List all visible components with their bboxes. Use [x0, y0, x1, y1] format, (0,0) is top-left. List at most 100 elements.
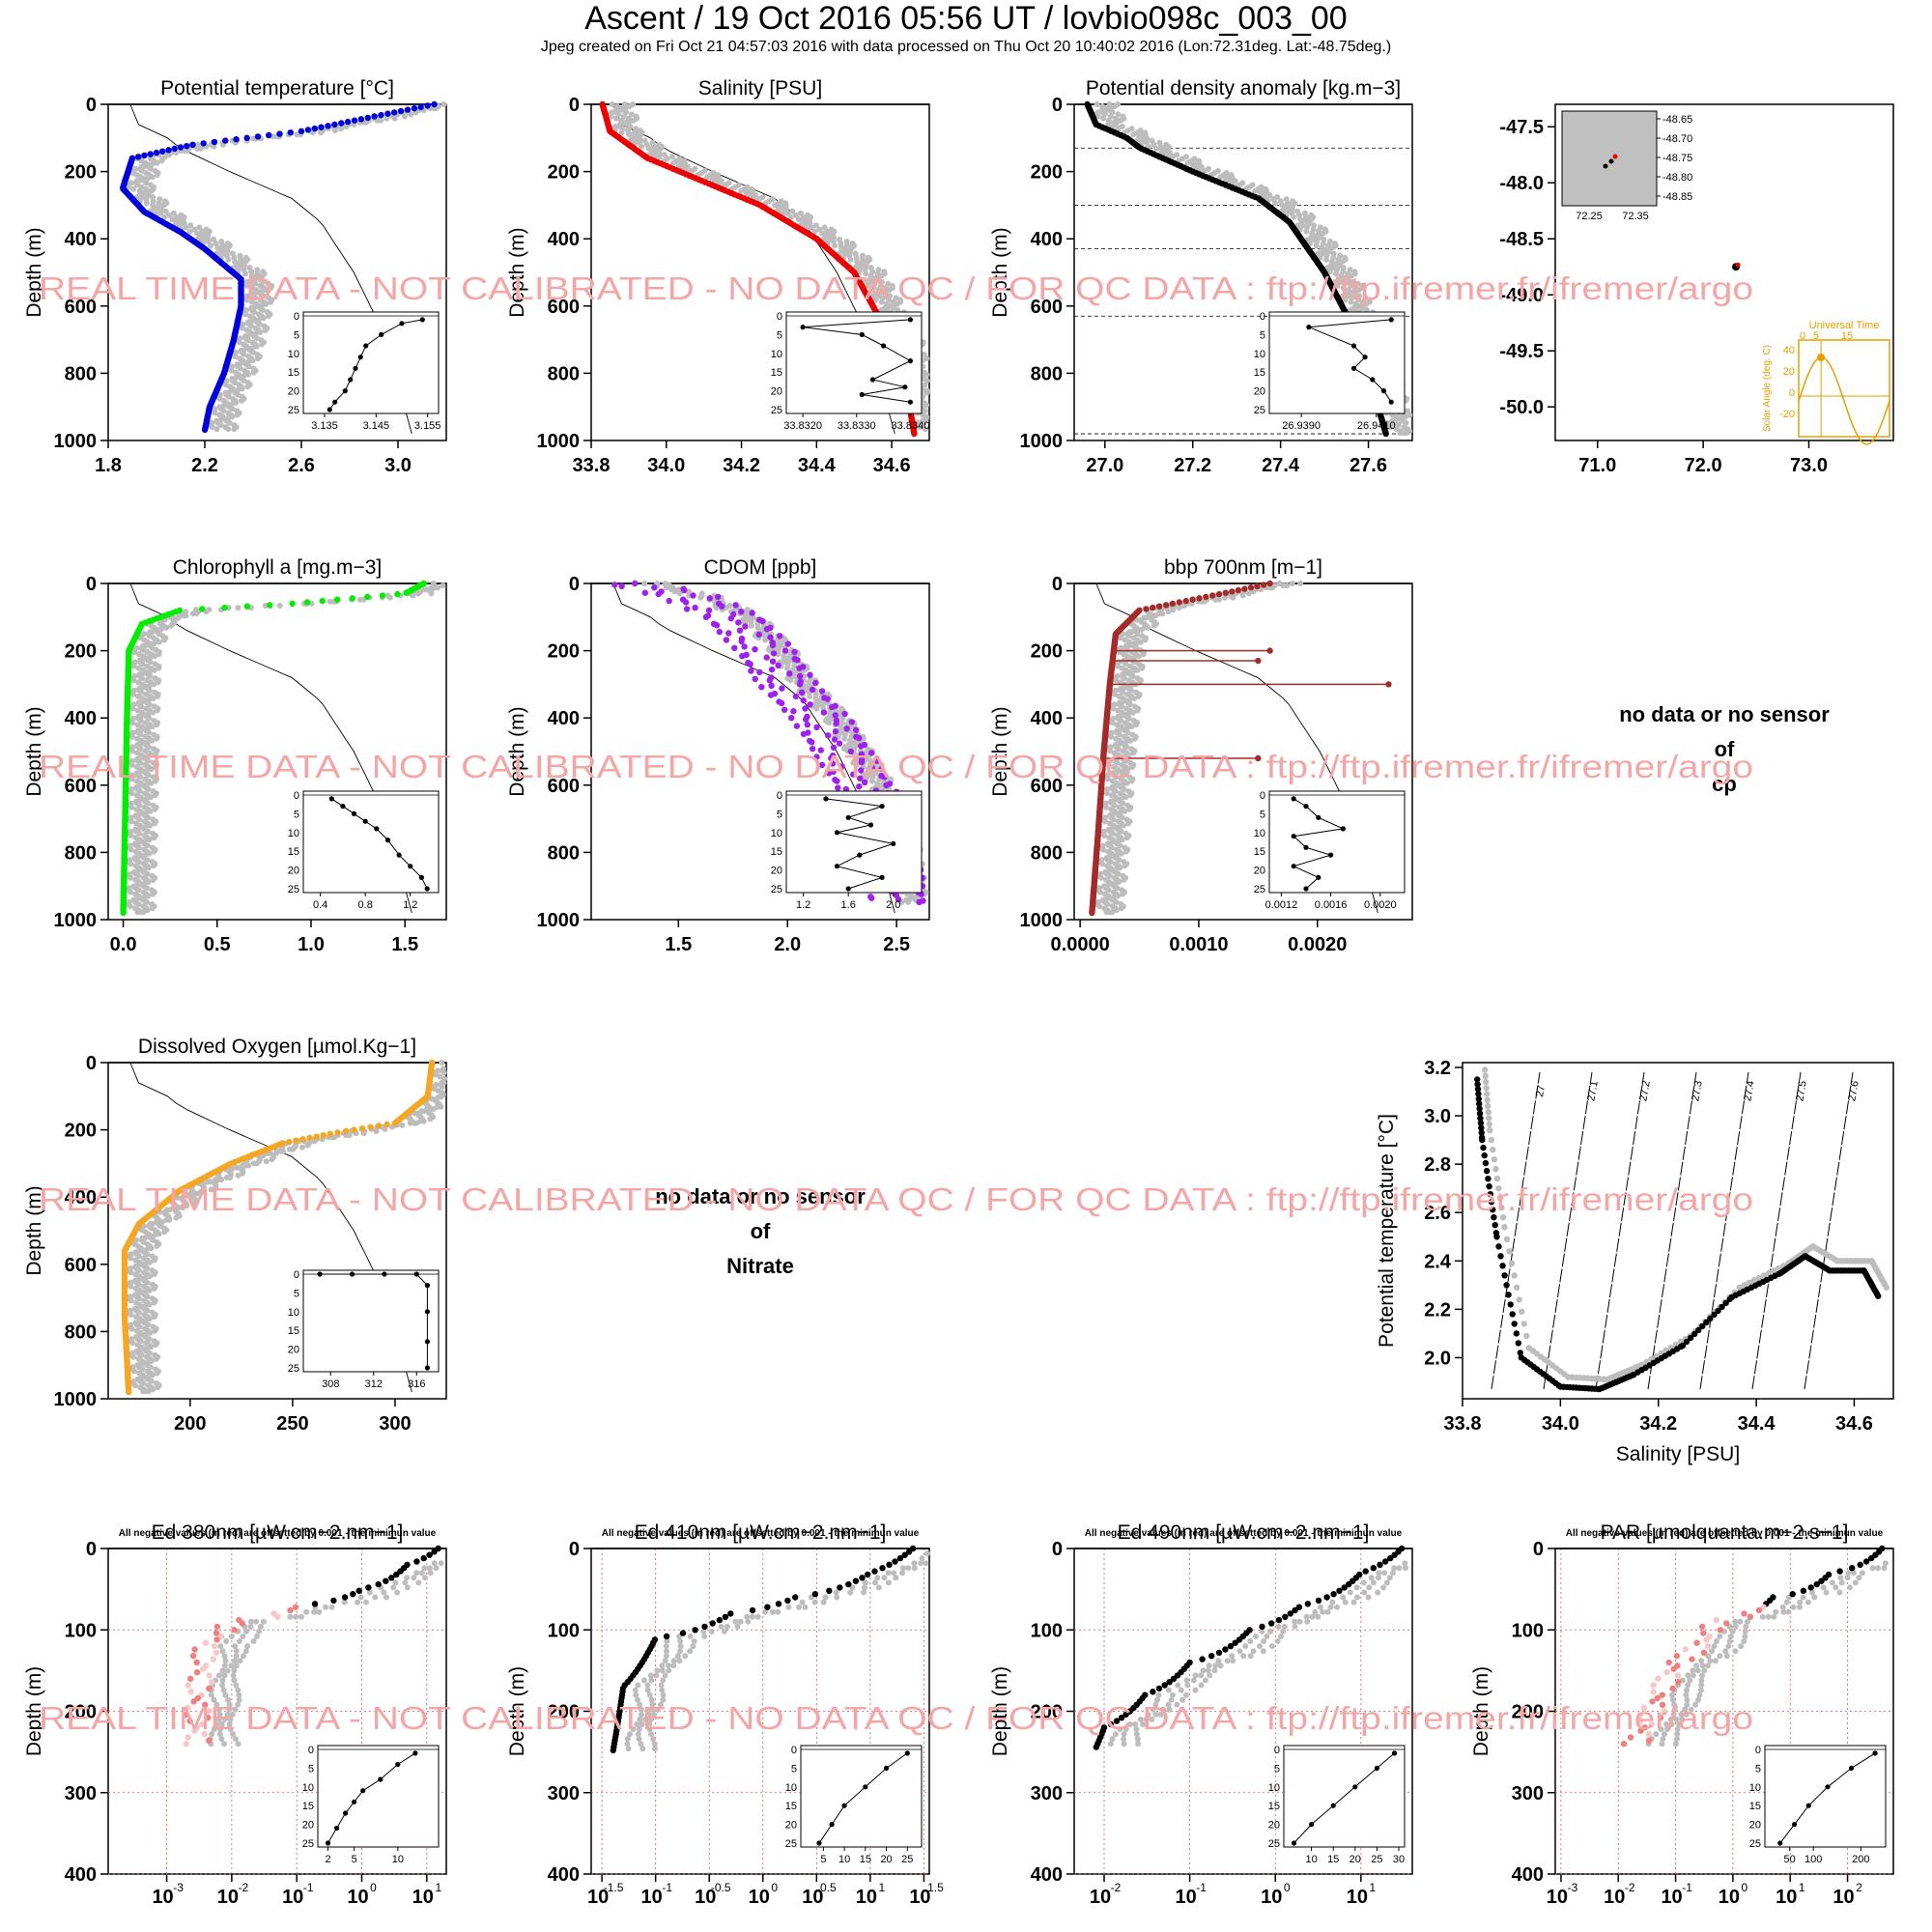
- chla-xtick-label: 0.0: [110, 934, 137, 955]
- doxy-ytick-label: 800: [65, 1321, 97, 1343]
- temp-data-point: [159, 149, 165, 155]
- cdom-data-point: [775, 663, 781, 668]
- cdom-data-point: [738, 609, 744, 614]
- chla-historical-point: [235, 605, 241, 611]
- bbp-historical-point: [1297, 581, 1303, 586]
- chla-historical-point: [137, 816, 143, 822]
- dens-historical-point: [1120, 124, 1125, 129]
- doxy-ytick-label: 200: [65, 1121, 97, 1142]
- temp-historical-point: [259, 342, 265, 348]
- dens-inset-point: [1389, 400, 1394, 405]
- cdom-inset-ytick: 25: [771, 884, 782, 895]
- sal-historical-point: [789, 209, 795, 214]
- temp-xtick-label: 2.6: [288, 455, 315, 476]
- cdom-data-point: [737, 628, 743, 634]
- temp-ytick-label: 1000: [54, 431, 98, 452]
- temp-data-point: [331, 122, 337, 128]
- temp-data-point: [255, 133, 261, 139]
- sal-ytick-label: 1000: [537, 431, 581, 452]
- sal-inset-point: [860, 332, 865, 337]
- temp-data-point: [184, 143, 189, 149]
- cdom-data-point: [753, 676, 758, 682]
- temp-inset-ytick: 10: [288, 349, 299, 360]
- chla-historical-point: [145, 842, 151, 848]
- cdom-data-point: [868, 895, 874, 901]
- temp-data-point: [405, 106, 411, 112]
- dens-historical-point: [1274, 194, 1280, 200]
- cdom-inset-point: [868, 822, 873, 827]
- sal-ytick-label: 0: [569, 95, 580, 116]
- temp-historical-point: [441, 101, 447, 107]
- bbp-historical-point: [1145, 625, 1151, 631]
- sal-inset-ytick: 0: [777, 311, 782, 323]
- chla-historical-point: [136, 845, 142, 851]
- sal-title: Salinity [PSU]: [698, 77, 822, 99]
- bbp-historical-point: [1166, 609, 1172, 614]
- dens-ytick-label: 0: [1052, 95, 1063, 116]
- bbp-inset-point: [1316, 875, 1321, 880]
- dens-historical-point: [1150, 138, 1155, 144]
- bbp-ytick-label: 800: [1031, 842, 1063, 864]
- dens-inset-ytick: 25: [1254, 405, 1265, 416]
- cdom-data-point: [735, 619, 741, 625]
- temp-data-point: [222, 137, 228, 143]
- temp-historical-point: [156, 196, 162, 202]
- bbp-inset-point: [1316, 815, 1321, 820]
- chla-data-point: [380, 592, 385, 598]
- cdom-inset-ytick: 0: [777, 790, 782, 802]
- dens-inset-point: [1351, 366, 1356, 371]
- chla-inset-point: [397, 853, 402, 858]
- chla-ytick-label: 800: [65, 842, 97, 864]
- bbp-historical-point: [1151, 623, 1157, 629]
- temp-data-point: [318, 125, 324, 130]
- bbp-historical-point: [1138, 639, 1144, 645]
- dens-xtick-label: 27.6: [1350, 455, 1387, 476]
- chla-historical-point: [184, 612, 189, 618]
- temp-historical-point: [153, 209, 158, 214]
- temp-xtick-label: 1.8: [95, 455, 122, 476]
- sal-historical-point: [923, 408, 928, 413]
- cdom-historical-point: [905, 899, 911, 905]
- cdom-data-point: [611, 582, 617, 587]
- sal-historical-point: [702, 168, 708, 174]
- temp-historical-point: [224, 248, 230, 254]
- temp-inset-xtick-label: 3.145: [363, 420, 390, 432]
- temp-inset-point: [420, 317, 425, 322]
- dens-historical-point: [1113, 122, 1119, 128]
- cdom-historical-point: [641, 581, 647, 586]
- chla-inset-point: [352, 811, 356, 816]
- dens-historical-point: [1250, 183, 1256, 188]
- bbp-inset-frame: [1269, 791, 1405, 893]
- cdom-inset-point: [823, 796, 828, 801]
- dens-historical-point: [1290, 207, 1295, 213]
- chla-historical-point: [144, 885, 150, 891]
- chla-historical-point: [277, 603, 283, 609]
- sal-inset-xtick-label: 33.8330: [838, 420, 876, 432]
- bbp-inset-point: [1341, 826, 1346, 831]
- cdom-data-point: [764, 654, 770, 660]
- dens-ytick-label: 800: [1031, 363, 1063, 384]
- dens-historical-point: [1215, 168, 1221, 174]
- sal-xtick-label: 33.8: [573, 455, 611, 476]
- dens-historical-point: [1233, 178, 1238, 184]
- dens-historical-point: [1266, 192, 1272, 198]
- bbp-data-point: [1223, 590, 1229, 596]
- sal-historical-point: [822, 224, 828, 230]
- cdom-data-point: [782, 647, 788, 653]
- cdom-data-point: [794, 723, 800, 728]
- temp-ytick-label: 400: [65, 229, 97, 250]
- bbp-historical-point: [1290, 581, 1295, 586]
- dens-historical-point: [1311, 222, 1317, 228]
- sal-historical-point: [847, 248, 853, 254]
- doxy-historical-point: [440, 1084, 445, 1090]
- sal-historical-point: [650, 140, 656, 146]
- cdom-data-point: [825, 732, 831, 738]
- cdom-ytick-label: 200: [548, 641, 580, 663]
- cdom-data-point: [803, 716, 809, 722]
- cdom-data-point: [844, 725, 850, 731]
- cdom-data-point: [738, 639, 744, 644]
- chla-historical-point: [145, 857, 151, 863]
- chla-historical-point: [128, 903, 133, 909]
- chla-inset-ytick: 0: [294, 790, 299, 802]
- cdom-data-point: [807, 701, 812, 707]
